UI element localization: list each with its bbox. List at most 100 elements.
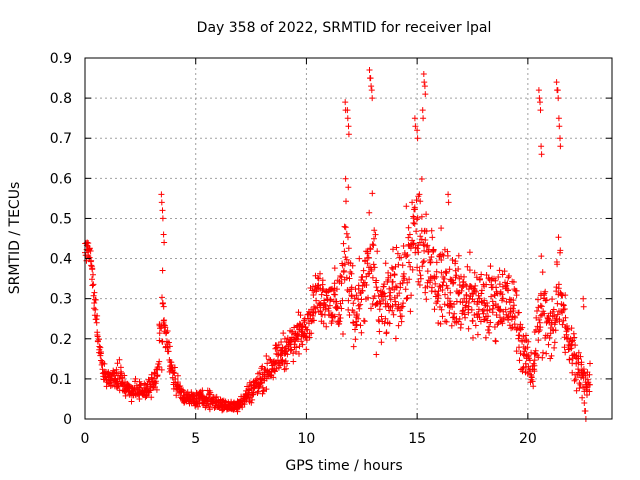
data-point [392, 298, 399, 305]
data-point [419, 107, 426, 114]
data-point [420, 241, 427, 248]
data-point [495, 274, 502, 280]
data-point [556, 316, 563, 323]
data-point [433, 268, 440, 275]
x-tick-label: 0 [81, 431, 90, 447]
data-point [472, 322, 479, 329]
data-point [156, 358, 163, 365]
data-point [587, 360, 593, 367]
data-point [535, 337, 542, 344]
data-point [575, 349, 582, 356]
data-point [371, 227, 378, 234]
data-point [162, 324, 169, 331]
data-point [559, 309, 566, 316]
data-point [353, 292, 360, 299]
data-points [82, 67, 593, 422]
data-point [429, 234, 436, 241]
data-point [304, 326, 311, 333]
data-point [580, 295, 587, 302]
data-point [455, 266, 462, 272]
data-point [519, 324, 526, 331]
data-point [266, 356, 273, 363]
data-point [488, 277, 495, 283]
data-point [297, 312, 304, 319]
data-point [549, 296, 556, 303]
data-point [372, 231, 379, 238]
y-tick-label: 0.1 [50, 372, 72, 388]
data-point [538, 151, 545, 158]
data-point [423, 296, 430, 303]
data-point [537, 302, 544, 309]
data-point [378, 313, 385, 320]
data-point [465, 309, 472, 316]
data-point [416, 267, 423, 274]
data-point [296, 343, 303, 350]
data-point [381, 290, 388, 297]
data-point [523, 332, 529, 339]
data-point [389, 278, 396, 285]
data-point [339, 297, 346, 304]
data-point [387, 296, 394, 303]
data-point [369, 274, 376, 281]
data-point [344, 115, 351, 122]
data-point [317, 300, 324, 307]
data-point [484, 303, 491, 310]
data-point [429, 284, 435, 291]
data-point [308, 318, 315, 325]
data-point [222, 398, 229, 405]
data-point [343, 256, 350, 263]
data-point [308, 330, 315, 337]
data-point [459, 308, 466, 315]
data-point [279, 344, 286, 351]
data-point [539, 269, 546, 276]
data-point [566, 356, 573, 363]
data-point [390, 311, 397, 318]
data-point [562, 292, 569, 299]
data-point [562, 314, 569, 321]
x-tick-label: 10 [298, 431, 316, 447]
data-point [345, 184, 352, 191]
data-point [94, 312, 101, 319]
data-point [420, 71, 427, 77]
data-point [433, 259, 440, 266]
data-point [555, 234, 562, 241]
data-point [442, 268, 449, 275]
chart-title: Day 358 of 2022, SRMTID for receiver lpa… [197, 20, 492, 36]
data-point [435, 295, 442, 302]
data-point [371, 235, 377, 242]
data-point [91, 289, 98, 296]
data-point [448, 322, 455, 329]
data-point [415, 249, 422, 256]
data-point [528, 349, 535, 356]
data-point [422, 91, 429, 98]
data-point [421, 83, 428, 90]
data-point [420, 115, 427, 122]
data-point [414, 135, 421, 142]
data-point [547, 355, 554, 362]
data-point [462, 302, 469, 309]
data-point [345, 123, 352, 130]
data-point [471, 269, 478, 276]
data-point [442, 291, 448, 298]
data-point [91, 300, 98, 306]
data-point [441, 275, 448, 282]
data-point [487, 319, 494, 326]
data-point [584, 376, 591, 383]
data-point [345, 297, 352, 304]
data-point [248, 399, 255, 406]
data-point [121, 372, 128, 379]
data-point [318, 291, 325, 298]
data-point [447, 289, 454, 296]
data-point [452, 260, 459, 267]
data-point [421, 258, 427, 265]
data-point [98, 349, 104, 355]
data-point [320, 320, 327, 327]
data-point [398, 304, 405, 311]
data-point [472, 282, 479, 289]
data-point [571, 334, 578, 341]
data-point [352, 336, 359, 343]
data-point [462, 314, 469, 321]
data-point [382, 260, 389, 267]
data-point [543, 297, 550, 303]
data-point [468, 306, 475, 313]
